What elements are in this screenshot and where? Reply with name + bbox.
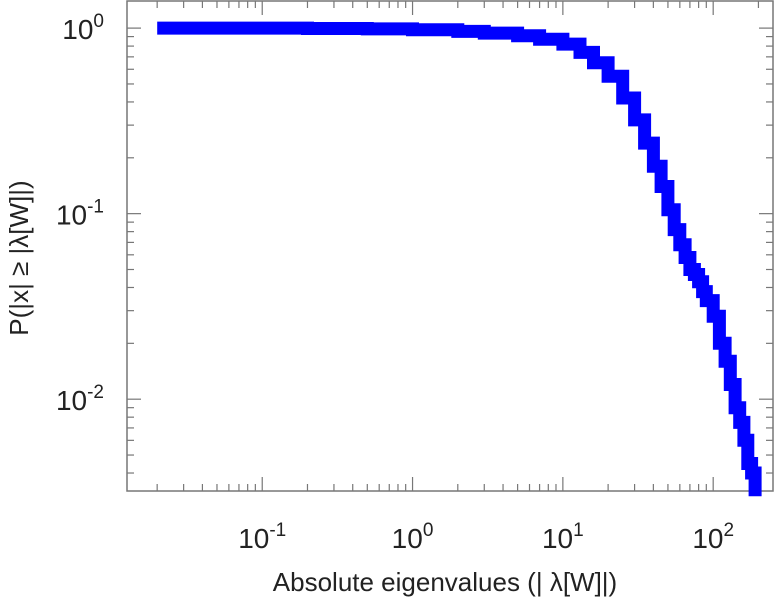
tick-marks	[127, 1, 773, 491]
series-layer	[157, 21, 762, 497]
y-tick-label: 10-2	[56, 382, 104, 416]
y-tick-label: 10-1	[56, 197, 104, 231]
y-axis-title: P(|x| ≥ |λ[W]|)	[4, 180, 34, 335]
plot-frame	[126, 0, 774, 492]
x-tick-label: 101	[542, 520, 584, 554]
x-tick-label: 102	[692, 520, 734, 554]
series-line-0	[157, 21, 762, 497]
x-axis-title: Absolute eigenvalues (| λ[W]|)	[273, 567, 617, 597]
tick-labels: 10-1 100 101 102 100 10-1 10-2	[56, 11, 734, 554]
x-tick-label: 10-1	[238, 520, 286, 554]
x-tick-label: 100	[392, 520, 434, 554]
y-tick-label: 100	[62, 11, 104, 45]
